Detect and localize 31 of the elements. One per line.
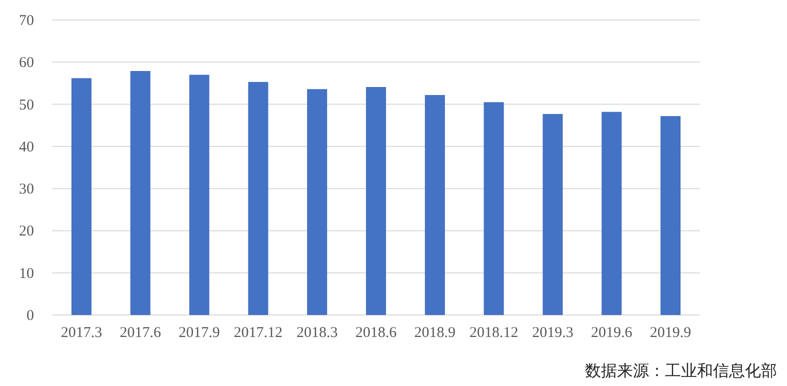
y-tick-label: 30 [19, 182, 34, 198]
x-tick-label: 2019.3 [532, 325, 574, 341]
bar [71, 78, 92, 315]
y-tick-label: 50 [19, 97, 34, 114]
bar [424, 95, 445, 315]
x-tick-label: 2018.3 [296, 325, 338, 341]
bar [366, 87, 386, 315]
x-tick-label: 2019.6 [591, 325, 633, 341]
bar [307, 89, 328, 315]
x-tick-label: 2019.9 [650, 325, 692, 341]
source-note: 数据来源：工业和信息化部 [585, 361, 777, 380]
x-tick-label: 2017.3 [60, 325, 102, 341]
bar [542, 114, 563, 315]
y-tick-label: 60 [19, 55, 34, 72]
bar [130, 70, 150, 315]
x-tick-label: 2017.9 [178, 325, 220, 341]
y-tick-label: 10 [19, 266, 34, 282]
x-tick-label: 2017.12 [234, 325, 283, 341]
y-tick-label: 40 [19, 139, 34, 156]
y-tick-label: 0 [26, 308, 34, 324]
y-tick-label: 70 [19, 13, 34, 29]
bar [484, 102, 504, 315]
bar [660, 116, 681, 315]
y-tick-label: 20 [19, 224, 34, 240]
x-tick-label: 2018.9 [414, 325, 456, 341]
bar [602, 112, 622, 315]
bar [248, 82, 268, 315]
x-tick-label: 2017.6 [120, 325, 162, 341]
x-tick-label: 2018.6 [355, 325, 398, 341]
x-tick-label: 2018.12 [469, 325, 518, 341]
bar [189, 74, 210, 315]
